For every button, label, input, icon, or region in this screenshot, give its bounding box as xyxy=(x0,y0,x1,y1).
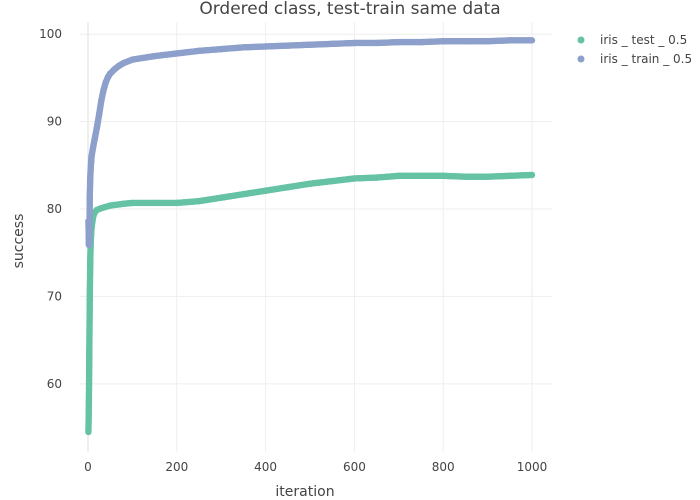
data-point[interactable] xyxy=(440,38,447,45)
data-point[interactable] xyxy=(284,183,292,191)
data-point[interactable] xyxy=(173,199,180,207)
data-point[interactable] xyxy=(106,202,114,209)
data-point[interactable] xyxy=(395,172,403,180)
data-point[interactable] xyxy=(528,37,536,44)
data-point[interactable] xyxy=(218,194,225,201)
x-tick-labels: 0 200 400 600 800 1000 xyxy=(84,460,547,474)
legend-marker-test xyxy=(577,36,585,44)
data-point[interactable] xyxy=(373,174,380,181)
y-tick-label: 70 xyxy=(47,289,62,303)
data-point[interactable] xyxy=(240,190,247,198)
data-point[interactable] xyxy=(351,175,358,182)
data-point[interactable] xyxy=(506,37,514,44)
data-point[interactable] xyxy=(484,38,491,45)
data-point[interactable] xyxy=(102,79,109,86)
data-point[interactable] xyxy=(87,176,94,183)
data-point[interactable] xyxy=(85,399,93,407)
data-point[interactable] xyxy=(218,45,225,53)
y-tick-label: 90 xyxy=(47,115,62,129)
data-point[interactable] xyxy=(95,111,103,118)
data-point[interactable] xyxy=(329,40,336,48)
data-point[interactable] xyxy=(528,171,536,179)
y-axis-title: success xyxy=(11,214,27,269)
data-point[interactable] xyxy=(98,204,105,212)
data-point[interactable] xyxy=(120,59,127,67)
data-point[interactable] xyxy=(100,86,107,94)
legend-marker-train xyxy=(577,55,585,63)
x-tick-label: 400 xyxy=(254,460,277,474)
data-point[interactable] xyxy=(462,38,469,45)
data-point[interactable] xyxy=(417,172,425,180)
y-tick-label: 80 xyxy=(47,202,62,216)
data-point[interactable] xyxy=(120,200,127,207)
series-0-markers xyxy=(85,171,536,436)
legend-item-train[interactable]: iris _ train _ 0.5 xyxy=(577,52,693,66)
grid-layer xyxy=(80,22,552,452)
data-point[interactable] xyxy=(87,165,94,173)
data-point[interactable] xyxy=(91,135,98,143)
data-point[interactable] xyxy=(262,187,269,194)
data-point[interactable] xyxy=(129,199,136,207)
y-tick-label: 60 xyxy=(47,377,62,391)
legend-label-train: iris _ train _ 0.5 xyxy=(600,52,692,66)
x-tick-label: 800 xyxy=(432,460,455,474)
x-axis-title: iteration xyxy=(275,484,334,500)
data-point[interactable] xyxy=(151,52,158,60)
data-point[interactable] xyxy=(86,193,93,200)
y-tick-labels: 60 70 80 90 100 xyxy=(39,27,62,391)
x-tick-label: 200 xyxy=(165,460,188,474)
chart-title: Ordered class, test-train same data xyxy=(199,0,500,19)
legend: iris _ test _ 0.5 iris _ train _ 0.5 xyxy=(577,33,693,66)
data-point[interactable] xyxy=(329,177,336,185)
data-point[interactable] xyxy=(86,240,93,248)
data-point[interactable] xyxy=(151,199,158,207)
data-point[interactable] xyxy=(98,97,105,104)
data-point[interactable] xyxy=(351,39,358,47)
data-point[interactable] xyxy=(506,172,514,180)
data-point[interactable] xyxy=(87,159,95,166)
data-point[interactable] xyxy=(417,38,425,46)
series-1-markers xyxy=(85,37,536,249)
x-tick-label: 600 xyxy=(343,460,366,474)
legend-item-test[interactable]: iris _ test _ 0.5 xyxy=(577,33,688,47)
data-point[interactable] xyxy=(306,180,314,187)
x-tick-label: 0 xyxy=(84,460,92,474)
data-point[interactable] xyxy=(106,70,114,77)
marks-layer xyxy=(85,37,536,436)
data-point[interactable] xyxy=(284,42,292,49)
y-tick-label: 100 xyxy=(39,27,62,41)
data-point[interactable] xyxy=(85,428,92,436)
data-point[interactable] xyxy=(85,218,92,225)
data-point[interactable] xyxy=(484,173,491,180)
data-point[interactable] xyxy=(111,65,118,73)
data-point[interactable] xyxy=(90,142,97,150)
legend-label-test: iris _ test _ 0.5 xyxy=(600,33,687,47)
data-point[interactable] xyxy=(129,56,136,63)
data-point[interactable] xyxy=(373,39,380,47)
data-point[interactable] xyxy=(88,153,95,160)
data-point[interactable] xyxy=(173,50,180,57)
data-point[interactable] xyxy=(89,148,96,155)
data-point[interactable] xyxy=(86,347,93,354)
data-point[interactable] xyxy=(87,260,94,267)
data-point[interactable] xyxy=(240,44,247,51)
data-point[interactable] xyxy=(93,124,101,131)
data-point[interactable] xyxy=(195,47,203,55)
data-point[interactable] xyxy=(86,295,93,303)
data-point[interactable] xyxy=(195,197,203,205)
data-point[interactable] xyxy=(440,172,447,180)
x-tick-label: 1000 xyxy=(517,460,548,474)
data-point[interactable] xyxy=(462,173,469,180)
data-point[interactable] xyxy=(395,38,403,46)
data-point[interactable] xyxy=(306,41,314,48)
data-point[interactable] xyxy=(262,43,269,50)
